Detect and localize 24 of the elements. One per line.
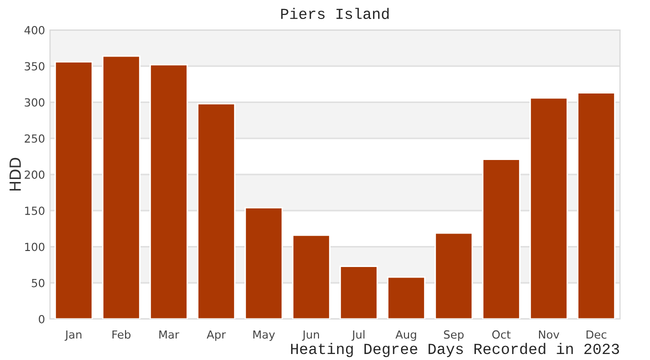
chart-title: Piers Island [281, 8, 389, 20]
y-tick-label: 400 [24, 26, 44, 34]
x-tick-label: Oct [492, 330, 511, 339]
x-tick-label: Aug [395, 330, 416, 341]
x-tick-label: Apr [206, 330, 226, 341]
y-tick-label: 50 [32, 278, 44, 288]
x-tick-label: Jul [351, 330, 364, 341]
x-tick-label: Jan [64, 330, 82, 341]
x-axis-title: Heating Degree Days Recorded in 2023 [291, 342, 619, 358]
y-tick-label: 250 [24, 134, 44, 143]
y-tick-label: 100 [25, 242, 44, 252]
x-tick-label: Feb [112, 330, 130, 339]
x-tick-label: Nov [538, 330, 560, 339]
x-tick-label: Jun [302, 330, 319, 341]
x-tick-label: Dec [586, 330, 606, 339]
y-tick-label: 200 [24, 170, 44, 179]
y-tick-label: 350 [24, 62, 44, 71]
y-tick-label: 0 [38, 314, 44, 324]
x-tick-label: Mar [159, 330, 180, 339]
y-axis-title: HDD [10, 158, 21, 191]
x-tick-label: May [253, 330, 275, 341]
y-tick-label: 300 [24, 98, 44, 107]
x-tick-label: Sep [444, 330, 464, 341]
y-tick-label: 150 [25, 206, 44, 216]
